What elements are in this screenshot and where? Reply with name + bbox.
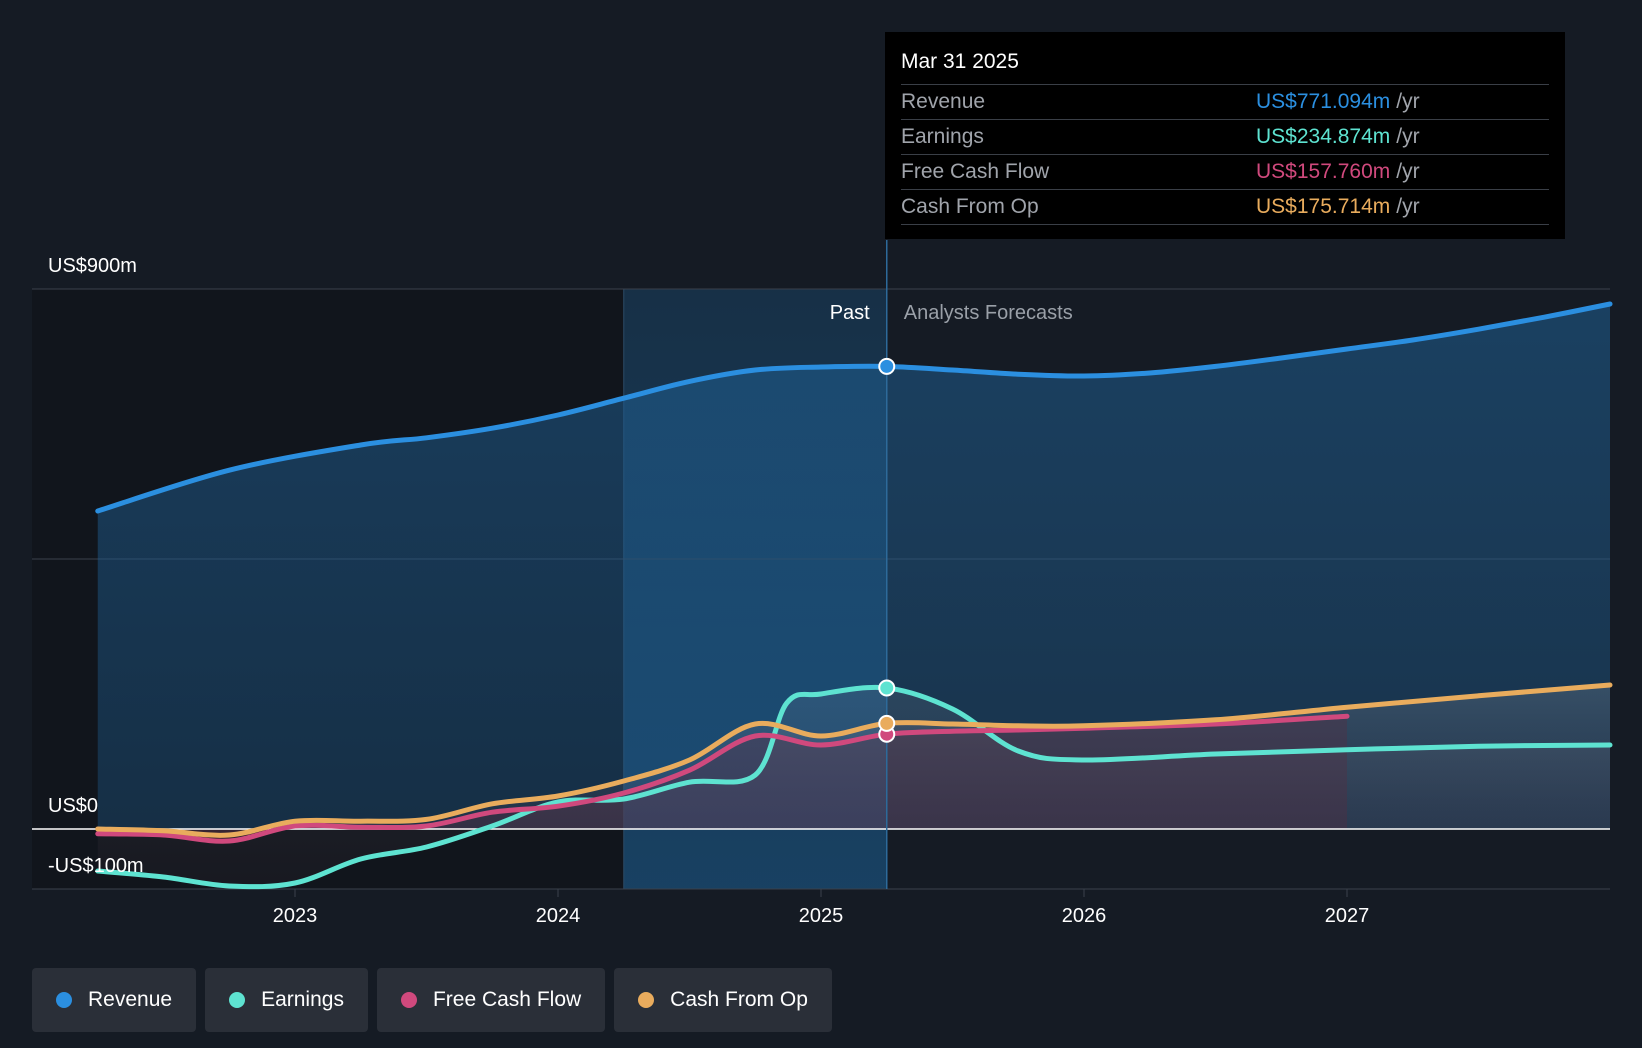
legend-item-earnings[interactable]: Earnings	[205, 968, 368, 1032]
tooltip: Mar 31 2025 Revenue US$771.094m /yr Earn…	[885, 32, 1565, 239]
legend-label: Cash From Op	[670, 988, 808, 1011]
past-label: Past	[830, 302, 870, 324]
forecast-label: Analysts Forecasts	[904, 302, 1073, 324]
legend-dot-icon	[56, 992, 72, 1008]
tooltip-label: Earnings	[901, 125, 984, 148]
tooltip-label: Cash From Op	[901, 195, 1039, 218]
earnings-line	[95, 684, 1613, 890]
legend-dot-icon	[638, 992, 655, 1008]
revenue-line	[95, 301, 1613, 514]
tooltip-row-earnings: Earnings US$234.874m /yr	[901, 119, 1549, 154]
legend: Revenue Earnings Free Cash Flow Cash Fro…	[32, 968, 832, 1032]
tooltip-label: Free Cash Flow	[901, 160, 1050, 183]
legend-item-cash-from-op[interactable]: Cash From Op	[614, 968, 832, 1032]
tooltip-value: US$771.094m	[1256, 90, 1391, 113]
tooltip-row-cash-from-op: Cash From Op US$175.714m /yr	[901, 189, 1549, 225]
revenue-marker	[878, 357, 896, 375]
legend-label: Free Cash Flow	[432, 988, 582, 1011]
tooltip-value: US$157.760m	[1256, 160, 1391, 183]
x-tick-label: 2023	[273, 905, 318, 927]
tooltip-unit: /yr	[1396, 160, 1420, 183]
x-tick-label: 2025	[799, 905, 844, 927]
y-label-zero: US$0	[48, 795, 98, 817]
tooltip-row-free-cash-flow: Free Cash Flow US$157.760m /yr	[901, 154, 1549, 189]
revenue-area	[97, 304, 1610, 829]
cash-from-op-line	[95, 682, 1613, 838]
free-cash-flow-line	[95, 713, 1350, 844]
tooltip-value: US$175.714m	[1256, 195, 1391, 218]
tooltip-date: Mar 31 2025	[901, 50, 1019, 73]
tooltip-unit: /yr	[1396, 195, 1420, 218]
legend-item-free-cash-flow[interactable]: Free Cash Flow	[376, 968, 606, 1032]
earnings-marker	[878, 679, 896, 697]
y-label-top: US$900m	[48, 255, 137, 277]
legend-dot-icon	[400, 992, 417, 1008]
tooltip-label: Revenue	[901, 90, 986, 113]
y-label-bottom: -US$100m	[48, 855, 144, 877]
tooltip-unit: /yr	[1396, 90, 1420, 113]
earnings-area	[97, 687, 1610, 887]
legend-item-revenue[interactable]: Revenue	[32, 968, 197, 1032]
tooltip-value: US$234.874m	[1256, 125, 1391, 148]
x-tick-label: 2026	[1062, 905, 1107, 927]
chart: US$900m US$0 -US$100m Past Analysts Forecast…	[32, 240, 1613, 927]
tooltip-row-revenue: Revenue US$771.094m /yr	[901, 84, 1549, 119]
x-tick-label: 2027	[1325, 905, 1370, 927]
legend-label: Earnings	[261, 988, 344, 1011]
tooltip-unit: /yr	[1396, 125, 1420, 148]
cash-from-op-marker	[878, 714, 896, 732]
legend-dot-icon	[229, 992, 246, 1008]
free-cash-flow-area	[97, 716, 1347, 842]
legend-label: Revenue	[88, 988, 173, 1011]
x-tick-label: 2024	[536, 905, 581, 927]
